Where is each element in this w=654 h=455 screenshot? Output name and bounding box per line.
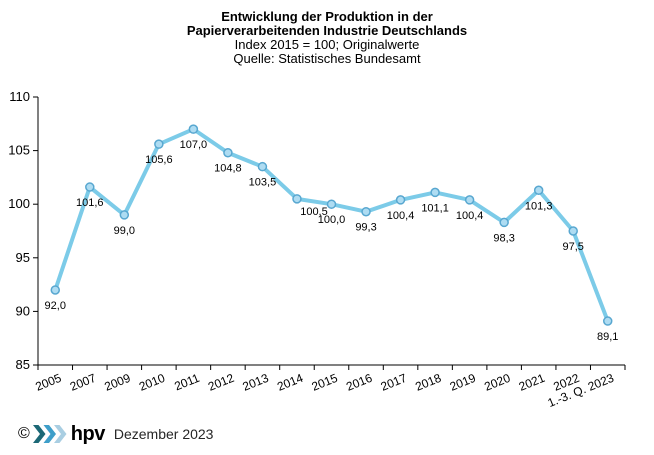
data-point-label: 100,4	[456, 210, 484, 222]
data-point-label: 100,4	[387, 210, 415, 222]
hpv-logo-chevrons-icon	[32, 425, 67, 443]
data-point-label: 105,6	[145, 154, 173, 166]
data-point-label: 100,5	[300, 206, 328, 218]
y-axis-tick-label: 90	[16, 303, 30, 318]
x-axis-tick-label: 2020	[482, 371, 512, 394]
x-axis-tick-label: 2018	[413, 371, 443, 394]
data-point-label: 97,5	[562, 241, 583, 253]
data-point-marker	[395, 195, 406, 205]
data-point-marker	[154, 139, 164, 149]
y-axis-tick-label: 105	[8, 143, 30, 158]
data-point-label: 107,0	[180, 139, 208, 151]
data-point-label: 98,3	[493, 232, 514, 244]
data-point-marker	[326, 199, 337, 209]
y-axis-tick-label: 110	[9, 89, 30, 104]
chart-title-line-2: Papierverarbeitenden Industrie Deutschla…	[186, 23, 468, 38]
data-point-marker	[361, 206, 371, 217]
y-axis-tick-label: 85	[16, 357, 30, 372]
data-point-label: 103,5	[249, 177, 277, 189]
logo-chevron-light	[53, 425, 67, 443]
data-point-marker	[85, 182, 95, 192]
chart-title-block: Entwicklung der Produktion in der Papier…	[0, 10, 654, 66]
logo-chevron-dark	[32, 425, 46, 443]
x-axis-tick-label: 2017	[379, 371, 409, 394]
y-axis-tick-label: 100	[8, 196, 30, 211]
data-point-marker	[499, 217, 509, 228]
x-axis-tick-label: 2005	[33, 371, 63, 394]
data-point-label: 101,1	[421, 202, 449, 214]
x-axis-tick-label: 2011	[172, 371, 201, 394]
data-point-label: 101,6	[76, 197, 104, 209]
data-point-label: 104,8	[214, 163, 242, 175]
data-point-marker	[119, 210, 130, 220]
x-axis-tick-label: 2013	[241, 371, 271, 394]
chart-source: Quelle: Statistisches Bundesamt	[233, 51, 421, 66]
y-axis-tick-label: 95	[16, 250, 30, 265]
data-point-marker	[292, 194, 302, 204]
data-point-marker	[257, 161, 268, 172]
x-axis-tick-label: 2016	[344, 371, 374, 394]
data-point-marker	[568, 226, 578, 236]
x-axis-tick-label: 2019	[448, 371, 478, 394]
x-axis-tick-label: 2012	[206, 371, 236, 394]
x-axis-tick-label: 2009	[102, 371, 132, 394]
logo-chevron-medium	[43, 425, 56, 443]
x-axis-tick-label: 2015	[310, 371, 340, 394]
copyright-icon: ©	[18, 425, 30, 442]
x-axis-tick-label: 2007	[68, 371, 98, 394]
x-axis-tick-label: 2010	[137, 371, 167, 394]
data-point-label: 100,0	[318, 214, 346, 226]
data-point-label: 101,3	[525, 200, 553, 212]
data-point-marker	[430, 187, 440, 198]
data-point-label: 92,0	[45, 300, 66, 312]
data-point-label: 89,1	[597, 331, 618, 343]
chart-title-line-1: Entwicklung der Produktion in der	[221, 9, 433, 24]
data-point-marker	[188, 124, 199, 134]
chart-subtitle-index: Index 2015 = 100; Originalwerte	[234, 37, 420, 52]
data-point-marker	[50, 285, 61, 295]
data-point-marker	[464, 195, 475, 205]
x-axis-tick-label: 2021	[517, 371, 547, 394]
x-axis-tick-label: 2014	[275, 371, 305, 394]
data-point-marker	[533, 185, 544, 196]
footer: © hpv Dezember 2023	[18, 423, 213, 445]
hpv-logo-text: hpv	[70, 422, 106, 445]
data-point-label: 99,3	[355, 222, 376, 234]
data-point-marker	[223, 147, 233, 158]
data-point-marker	[602, 316, 613, 326]
footer-date: Dezember 2023	[113, 426, 214, 442]
data-point-label: 99,0	[114, 225, 135, 237]
